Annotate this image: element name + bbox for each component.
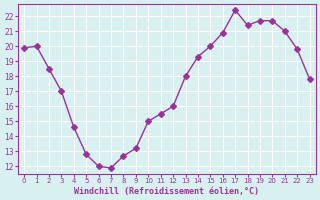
X-axis label: Windchill (Refroidissement éolien,°C): Windchill (Refroidissement éolien,°C) (74, 187, 260, 196)
